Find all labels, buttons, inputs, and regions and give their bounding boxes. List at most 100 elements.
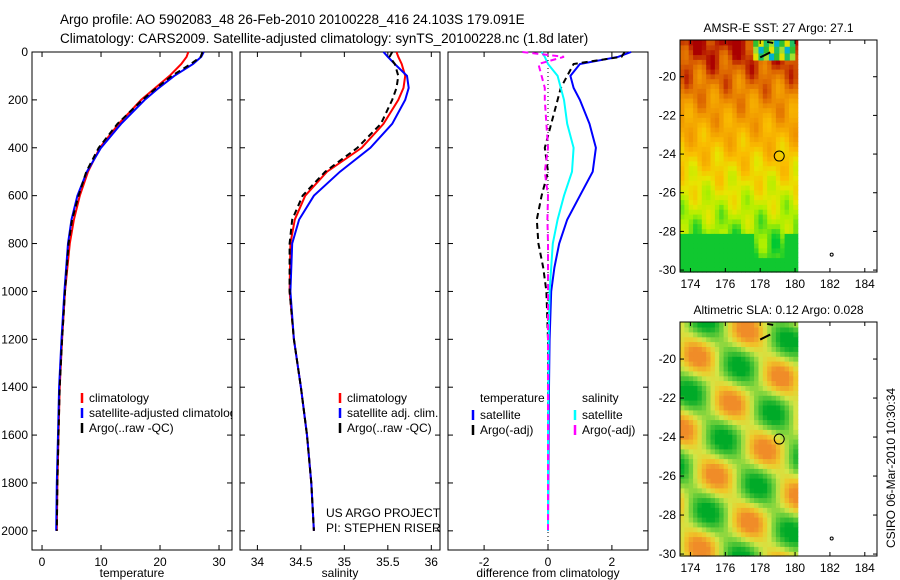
map-cell	[706, 551, 712, 557]
map-cell	[741, 395, 746, 401]
map-cell	[684, 512, 690, 518]
map-cell	[714, 49, 720, 56]
map-cell	[680, 492, 685, 499]
map-cell	[727, 404, 733, 411]
map-cell	[754, 73, 760, 80]
map-cell	[680, 482, 685, 489]
map-cell	[771, 214, 777, 220]
map-cell	[732, 252, 738, 259]
map-cell	[789, 78, 794, 85]
map-cell	[741, 429, 746, 435]
map-cell	[732, 395, 738, 401]
map-cell	[758, 136, 764, 143]
map-cell	[714, 526, 720, 533]
map-cell	[684, 59, 690, 65]
map-cell	[697, 54, 703, 60]
map-cell	[680, 214, 685, 220]
map-cell	[767, 214, 773, 220]
map-cell	[771, 531, 777, 538]
map-cell	[719, 233, 725, 239]
map-cell	[727, 531, 733, 538]
map-cell	[789, 322, 794, 328]
map-cell	[754, 468, 760, 474]
map-cell	[758, 146, 764, 152]
map-cell	[749, 380, 755, 386]
map-cell	[714, 209, 720, 215]
map-cell	[780, 131, 786, 138]
map-cell	[762, 361, 768, 367]
map-cell	[688, 69, 694, 75]
map-cell	[767, 551, 773, 557]
legend-label: Argo(..raw -QC)	[347, 421, 432, 435]
map-cell	[727, 131, 733, 138]
map-cell	[775, 73, 781, 80]
map-cell	[745, 252, 751, 259]
map-cell	[680, 93, 685, 99]
map-cell	[775, 69, 781, 75]
map-cell	[701, 247, 707, 254]
map-cell	[697, 390, 703, 396]
map-cell	[749, 531, 755, 538]
map-cell	[789, 341, 794, 347]
map-cell	[727, 204, 733, 210]
map-cell	[780, 400, 786, 406]
map-cell	[789, 380, 794, 386]
map-cell	[719, 112, 725, 118]
map-cell	[693, 331, 699, 338]
map-cell	[680, 204, 685, 210]
map-cell	[741, 497, 746, 503]
map-cell	[714, 414, 720, 421]
map-cell	[749, 156, 755, 162]
map-cell	[784, 194, 790, 201]
map-cell	[758, 487, 764, 494]
map-cell	[789, 194, 794, 201]
map-cell	[775, 131, 781, 138]
map-cell	[780, 409, 786, 416]
map-cell	[723, 262, 729, 268]
map-cell	[767, 375, 773, 382]
map-cell	[684, 199, 690, 205]
map-cell	[710, 463, 716, 469]
map-cell	[784, 356, 790, 362]
map-cell	[684, 551, 690, 557]
map-cell	[723, 346, 729, 352]
map-cell	[741, 175, 746, 181]
map-cell	[762, 380, 768, 386]
map-cell	[719, 356, 725, 362]
map-cell	[732, 151, 738, 157]
map-cell	[741, 507, 746, 513]
map-cell	[789, 247, 794, 254]
map-cell	[745, 322, 751, 328]
map-cell	[693, 492, 699, 499]
map-cell	[775, 365, 781, 372]
map-cell	[754, 453, 760, 460]
map-cell	[784, 122, 790, 128]
map-cell	[736, 83, 742, 89]
map-cell	[732, 390, 738, 396]
map-cell	[697, 517, 703, 523]
map-cell	[775, 243, 781, 249]
map-cell	[732, 351, 738, 357]
map-cell	[701, 112, 707, 118]
map-cell	[758, 122, 764, 128]
map-cell	[693, 546, 699, 552]
map-cell	[719, 170, 725, 176]
map-cell	[749, 112, 755, 118]
map-cell	[706, 40, 712, 46]
map-cell	[697, 404, 703, 411]
map-cell	[732, 209, 738, 215]
map-cell	[789, 64, 794, 70]
map-cell	[774, 53, 780, 61]
map-cell	[680, 69, 685, 75]
map-cell	[727, 536, 733, 542]
map-cell	[693, 199, 699, 205]
map-cell	[749, 390, 755, 396]
map-cell	[706, 238, 712, 244]
x-tick-label: 178	[750, 277, 770, 291]
map-cell	[767, 541, 773, 547]
map-cell	[793, 419, 799, 425]
map-cell	[701, 93, 707, 99]
map-cell	[754, 180, 760, 186]
map-cell	[741, 165, 746, 172]
map-cell	[758, 93, 764, 99]
